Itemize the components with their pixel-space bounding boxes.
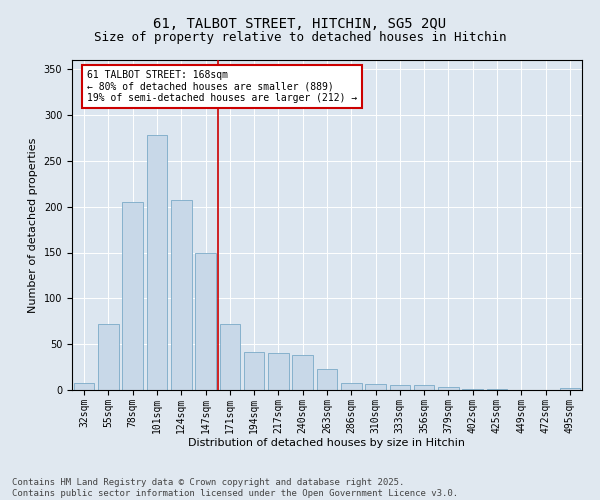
Text: 61 TALBOT STREET: 168sqm
← 80% of detached houses are smaller (889)
19% of semi-: 61 TALBOT STREET: 168sqm ← 80% of detach…	[88, 70, 358, 103]
Bar	[414, 386, 434, 390]
Bar	[389, 384, 410, 390]
Bar	[146, 135, 167, 390]
Bar	[487, 389, 508, 390]
X-axis label: Distribution of detached houses by size in Hitchin: Distribution of detached houses by size …	[188, 438, 466, 448]
Bar	[220, 324, 240, 390]
Text: Contains HM Land Registry data © Crown copyright and database right 2025.
Contai: Contains HM Land Registry data © Crown c…	[12, 478, 458, 498]
Bar	[463, 389, 483, 390]
Bar	[438, 387, 459, 390]
Y-axis label: Number of detached properties: Number of detached properties	[28, 138, 38, 312]
Bar	[341, 382, 362, 390]
Bar	[292, 355, 313, 390]
Bar	[365, 384, 386, 390]
Text: 61, TALBOT STREET, HITCHIN, SG5 2QU: 61, TALBOT STREET, HITCHIN, SG5 2QU	[154, 18, 446, 32]
Bar	[74, 382, 94, 390]
Bar	[268, 354, 289, 390]
Bar	[244, 352, 265, 390]
Bar	[122, 202, 143, 390]
Bar	[560, 388, 580, 390]
Bar	[98, 324, 119, 390]
Text: Size of property relative to detached houses in Hitchin: Size of property relative to detached ho…	[94, 31, 506, 44]
Bar	[171, 200, 191, 390]
Bar	[195, 252, 216, 390]
Bar	[317, 369, 337, 390]
